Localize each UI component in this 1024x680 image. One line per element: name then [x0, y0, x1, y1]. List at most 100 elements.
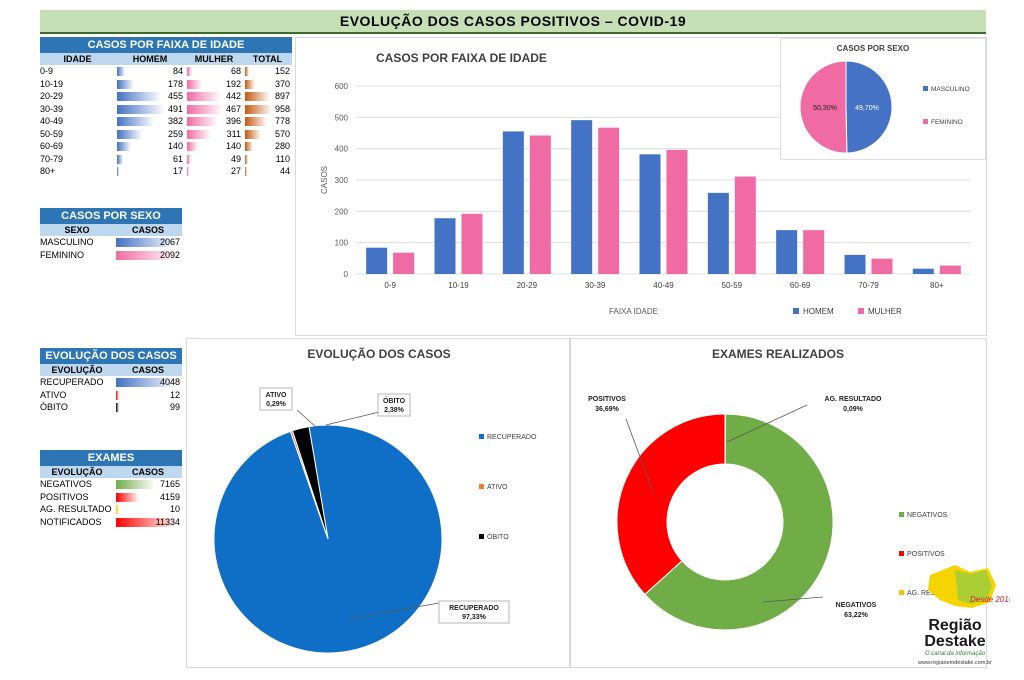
table-row: 50-59 259 311 570 [40, 128, 292, 141]
legend-swatch-homem [793, 308, 799, 314]
total-cell: 280 [243, 140, 292, 153]
logo-tagline: O canal da informação [925, 651, 986, 657]
age-cell: 60-69 [40, 141, 64, 151]
value-databar [116, 238, 178, 247]
age-bar-chart: CASOS POR FAIXA DE IDADE 0 100 200 300 400 500… [320, 51, 971, 316]
mulher-cell: 311 [185, 128, 243, 141]
x-tick-label: 70-79 [858, 281, 879, 290]
label-cell: ÓBITO [40, 402, 68, 412]
age-cell: 10-19 [40, 78, 64, 89]
value-text: 10 [169, 504, 180, 514]
col-casos: CASOS [131, 365, 164, 375]
x-axis-label: FAIXA IDADE [609, 307, 658, 316]
data-label-ativo-percent: 0,29% [266, 401, 287, 408]
x-tick-label: 60-69 [790, 281, 811, 290]
value-text: 12 [169, 389, 180, 400]
total-databar [245, 79, 256, 89]
label-cell: POSITIVOS [40, 491, 89, 502]
homem-databar [117, 129, 143, 139]
value-databar [116, 250, 178, 260]
legend-label-homem: HOMEM [803, 307, 834, 316]
value-databar [116, 480, 156, 489]
mulher-value: 467 [225, 103, 241, 114]
mulher-cell: 442 [185, 90, 243, 103]
mulher-databar [187, 154, 191, 164]
legend-swatch [479, 434, 484, 439]
mulher-databar [187, 167, 190, 176]
bar-mulher-70-79 [871, 258, 893, 274]
y-tick-label: 600 [335, 82, 349, 91]
x-tick-label: 80+ [930, 281, 944, 290]
homem-databar [117, 92, 162, 101]
col-evolucao: EVOLUÇÃO [51, 467, 103, 477]
data-label-ag-resultado-name: AG. RESULTADO [825, 396, 882, 403]
bar-homem-20-29 [502, 131, 524, 274]
data-label-recuperado-name: RECUPERADO [449, 605, 499, 612]
homem-databar [117, 79, 135, 89]
mulher-value: 192 [225, 78, 241, 89]
col-mulher: MULHER [194, 54, 234, 64]
x-tick-label: 50-59 [722, 281, 743, 290]
homem-value: 259 [167, 128, 183, 139]
homem-value: 61 [172, 153, 183, 164]
table-row: 10-19 178 192 370 [40, 78, 292, 91]
total-databar [245, 154, 249, 164]
y-tick-label: 300 [335, 176, 349, 185]
evolution-pie-title: EVOLUÇÃO DOS CASOS [307, 346, 450, 361]
evolution-pie-panel: EVOLUÇÃO DOS CASOS RECUPERADO 97,33% ATIVO 0… [186, 338, 570, 668]
value-cell: 2092 [114, 249, 182, 262]
logo-line2: Destake [924, 633, 985, 650]
col-total: TOTAL [252, 54, 283, 64]
y-tick-label: 0 [344, 270, 349, 279]
data-label-positivos-name: POSITIVOS [588, 396, 626, 403]
total-cell: 778 [243, 115, 292, 128]
total-value: 570 [274, 128, 290, 139]
sex-table-columns: SEXO CASOS [40, 224, 182, 236]
value-databar [116, 505, 119, 514]
bar-mulher-50-59 [734, 176, 756, 274]
mulher-databar [187, 104, 223, 114]
mulher-value: 140 [225, 141, 241, 151]
homem-databar [117, 67, 126, 76]
table-row: NEGATIVOS 7165 [40, 478, 182, 491]
mulher-value: 442 [225, 91, 241, 101]
bar-homem-50-59 [707, 192, 729, 274]
label-cell: MASCULINO [40, 237, 94, 247]
total-value: 44 [279, 166, 290, 176]
total-value: 110 [275, 153, 290, 164]
mulher-value: 27 [230, 166, 241, 176]
bar-homem-80+ [912, 268, 934, 274]
exams-donut-panel: EXAMES REALIZADOS NEGATIVOS 63,22% POSITIVO… [570, 338, 987, 668]
sex-table: CASOS POR SEXO SEXO CASOS MASCULINO 2067 F… [40, 208, 182, 261]
evolution-table: EVOLUÇÃO DOS CASOS EVOLUÇÃO CASOS RECUPE… [40, 348, 182, 414]
homem-cell: 382 [115, 115, 185, 128]
evolution-table-columns: EVOLUÇÃO CASOS [40, 364, 182, 376]
col-sexo: SEXO [64, 225, 90, 235]
bar-mulher-30-39 [598, 127, 620, 274]
total-value: 152 [274, 66, 290, 76]
age-table-columns: IDADE HOMEM MULHER TOTAL [40, 53, 292, 65]
legend-swatch [479, 534, 484, 539]
total-cell: 897 [243, 90, 292, 103]
evolution-table-header: EVOLUÇÃO DOS CASOS [40, 348, 182, 364]
homem-cell: 491 [115, 103, 185, 116]
homem-value: 178 [167, 78, 183, 89]
homem-value: 491 [167, 103, 183, 114]
age-cell: 50-59 [40, 128, 64, 139]
x-tick-label: 10-19 [448, 281, 469, 290]
value-cell: 10 [114, 503, 182, 516]
table-row: RECUPERADO 4048 [40, 376, 182, 389]
homem-databar [117, 142, 131, 151]
total-cell: 958 [243, 103, 292, 116]
value-cell: 4048 [114, 376, 182, 389]
mulher-cell: 49 [185, 153, 243, 166]
legend-label-mulher: MULHER [868, 307, 902, 316]
value-text: 4159 [159, 491, 180, 502]
value-databar [116, 492, 139, 502]
bar-mulher-10-19 [461, 213, 483, 274]
x-tick-label: 30-39 [585, 281, 606, 290]
table-row: FEMININO 2092 [40, 249, 182, 262]
homem-cell: 259 [115, 128, 185, 141]
age-cell: 40-49 [40, 116, 64, 126]
label-cell: ATIVO [40, 389, 67, 400]
